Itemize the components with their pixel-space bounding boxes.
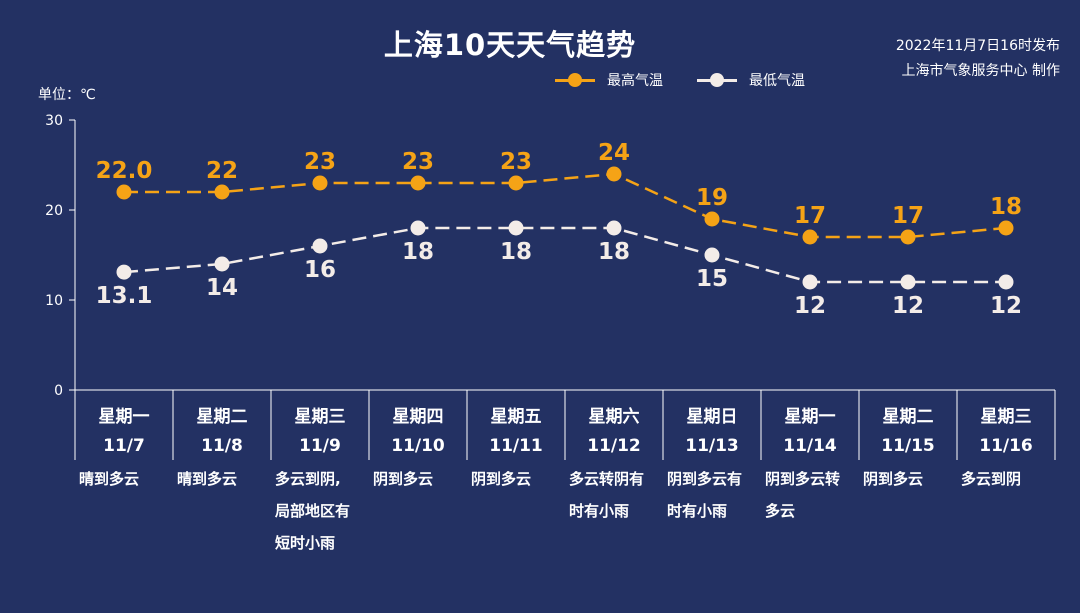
legend-label-high: 最高气温 xyxy=(607,73,663,89)
weather-description: 阴到多云有 xyxy=(667,470,742,488)
legend-item-low: 最低气温 xyxy=(697,70,805,90)
weather-description: 短时小雨 xyxy=(275,534,335,552)
data-point-high xyxy=(606,166,622,182)
data-label-high: 19 xyxy=(696,185,728,211)
legend-item-high: 最高气温 xyxy=(555,70,663,90)
data-label-low: 12 xyxy=(794,293,826,319)
data-point-high xyxy=(410,175,426,191)
legend-label-low: 最低气温 xyxy=(749,73,805,89)
x-weekday-label: 星期三 xyxy=(981,407,1032,427)
data-label-high: 24 xyxy=(598,140,630,166)
x-date-label: 11/10 xyxy=(391,436,445,456)
data-point-low xyxy=(508,220,524,236)
data-label-low: 18 xyxy=(598,239,630,265)
data-point-high xyxy=(312,175,328,191)
legend-dot-high xyxy=(568,73,582,87)
data-point-high xyxy=(802,229,818,245)
data-label-low: 18 xyxy=(402,239,434,265)
weather-description: 阴到多云 xyxy=(863,470,923,488)
y-tick-label: 10 xyxy=(45,293,63,309)
data-label-high: 18 xyxy=(990,194,1022,220)
x-date-label: 11/16 xyxy=(979,436,1033,456)
y-axis-unit-label: 单位：℃ xyxy=(38,87,96,103)
legend-swatch-low xyxy=(697,73,737,87)
data-label-high: 17 xyxy=(794,203,826,229)
data-label-low: 15 xyxy=(696,266,728,292)
data-label-high: 23 xyxy=(500,149,532,175)
publish-info: 2022年11月7日16时发布 上海市气象服务中心 制作 xyxy=(800,34,1060,84)
x-date-label: 11/14 xyxy=(783,436,837,456)
data-point-low xyxy=(802,274,818,290)
data-label-high: 22 xyxy=(206,158,238,184)
x-date-label: 11/13 xyxy=(685,436,739,456)
x-weekday-label: 星期五 xyxy=(491,407,542,427)
y-tick-label: 0 xyxy=(54,383,63,399)
weather-description: 多云到阴 xyxy=(961,470,1021,488)
data-point-low xyxy=(606,220,622,236)
weather-description: 时有小雨 xyxy=(667,502,727,520)
data-label-low: 12 xyxy=(892,293,924,319)
publisher: 上海市气象服务中心 制作 xyxy=(901,63,1060,79)
data-point-high xyxy=(116,184,132,200)
x-weekday-label: 星期三 xyxy=(295,407,346,427)
legend: 最高气温 最低气温 xyxy=(555,70,839,90)
data-label-high: 23 xyxy=(304,149,336,175)
weather-description: 阴到多云 xyxy=(373,470,433,488)
x-weekday-label: 星期一 xyxy=(99,407,150,427)
legend-dot-low xyxy=(710,73,724,87)
weather-description: 晴到多云 xyxy=(79,470,139,488)
y-tick-label: 30 xyxy=(45,113,63,129)
weather-description: 多云到阴, xyxy=(275,470,341,488)
data-point-low xyxy=(116,264,132,280)
x-weekday-label: 星期日 xyxy=(687,407,738,427)
data-label-low: 18 xyxy=(500,239,532,265)
data-point-high xyxy=(508,175,524,191)
data-label-high: 22.0 xyxy=(96,158,153,184)
data-label-low: 12 xyxy=(990,293,1022,319)
weather-description: 时有小雨 xyxy=(569,502,629,520)
data-label-low: 16 xyxy=(304,257,336,283)
chart-title: 上海10天天气趋势 xyxy=(383,28,637,62)
series-line-low xyxy=(123,226,1006,284)
series-line-high xyxy=(124,172,1007,239)
data-point-low xyxy=(998,274,1014,290)
weather-description: 多云转阴有 xyxy=(569,470,644,488)
data-point-low xyxy=(214,256,230,272)
x-weekday-label: 星期二 xyxy=(197,407,248,427)
data-point-high xyxy=(704,211,720,227)
x-weekday-label: 星期二 xyxy=(883,407,934,427)
data-point-high xyxy=(900,229,916,245)
data-point-low xyxy=(704,247,720,263)
x-date-label: 11/8 xyxy=(201,436,243,456)
x-date-label: 11/12 xyxy=(587,436,641,456)
data-label-high: 23 xyxy=(402,149,434,175)
weather-description: 阴到多云 xyxy=(471,470,531,488)
weather-description: 局部地区有 xyxy=(274,502,350,520)
x-date-label: 11/15 xyxy=(881,436,935,456)
x-date-label: 11/9 xyxy=(299,436,341,456)
data-point-low xyxy=(900,274,916,290)
x-weekday-label: 星期一 xyxy=(785,407,836,427)
y-tick-label: 20 xyxy=(45,203,63,219)
data-point-high xyxy=(214,184,230,200)
x-weekday-label: 星期四 xyxy=(393,407,444,427)
data-point-high xyxy=(998,220,1014,236)
weather-description: 多云 xyxy=(765,502,795,520)
publish-time: 2022年11月7日16时发布 xyxy=(895,38,1060,54)
weather-description: 晴到多云 xyxy=(177,470,237,488)
x-weekday-label: 星期六 xyxy=(589,406,640,427)
data-label-high: 17 xyxy=(892,203,924,229)
data-point-low xyxy=(312,238,328,254)
x-date-label: 11/7 xyxy=(103,436,145,456)
data-point-low xyxy=(410,220,426,236)
x-date-label: 11/11 xyxy=(489,436,543,456)
data-label-low: 13.1 xyxy=(96,283,153,309)
data-label-low: 14 xyxy=(206,275,238,301)
weather-description: 阴到多云转 xyxy=(765,470,840,488)
legend-swatch-high xyxy=(555,73,595,87)
